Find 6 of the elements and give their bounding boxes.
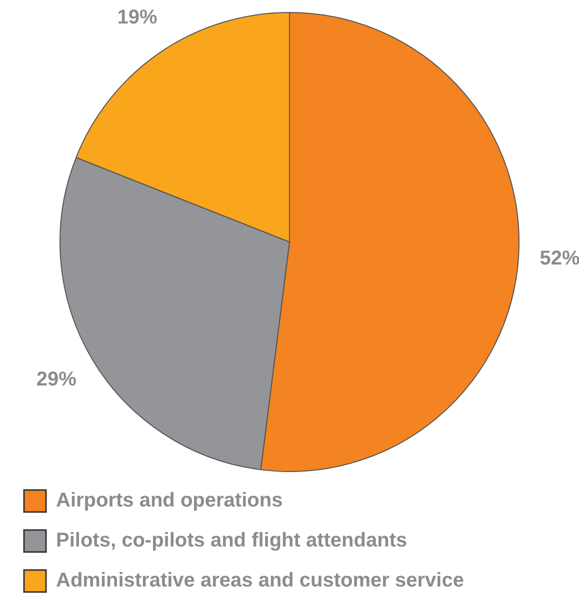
legend-label: Airports and operations bbox=[56, 490, 283, 512]
legend-label: Administrative areas and customer service bbox=[56, 570, 464, 592]
data-label: 52% bbox=[540, 248, 579, 270]
data-label: 29% bbox=[36, 368, 77, 390]
data-label: 19% bbox=[117, 6, 158, 29]
legend-label: Pilots, co-pilots and flight attendants bbox=[56, 530, 408, 552]
